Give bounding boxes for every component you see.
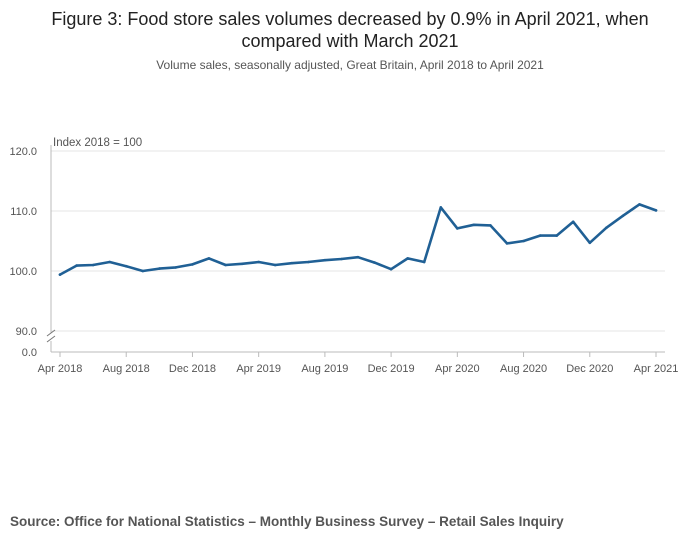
- x-tick-label: Dec 2018: [169, 363, 216, 375]
- data-point: [307, 260, 310, 264]
- data-point: [340, 257, 343, 261]
- x-tick-label: Dec 2019: [368, 363, 415, 375]
- data-point: [174, 266, 178, 269]
- data-point: [323, 258, 327, 262]
- data-point: [638, 203, 641, 206]
- data-point: [273, 263, 277, 267]
- chart-title: Figure 3: Food store sales volumes decre…: [0, 8, 700, 52]
- chart-title-line-1: Figure 3: Food store sales volumes decre…: [51, 9, 649, 29]
- data-point: [571, 220, 575, 224]
- data-point: [257, 260, 260, 264]
- x-tick-label: Aug 2018: [103, 363, 150, 375]
- data-point: [605, 226, 608, 230]
- data-point: [389, 267, 393, 271]
- data-point: [555, 234, 558, 237]
- data-point: [456, 227, 459, 230]
- data-point: [588, 241, 592, 245]
- data-point: [75, 264, 78, 267]
- data-point: [240, 262, 244, 266]
- data-point: [141, 269, 145, 273]
- data-point: [356, 255, 360, 259]
- chart-subtitle: Volume sales, seasonally adjusted, Great…: [156, 58, 544, 72]
- data-point: [538, 234, 542, 237]
- x-tick-label: Apr 2019: [236, 363, 281, 375]
- data-point: [158, 267, 161, 270]
- source-note: Source: Office for National Statistics –…: [10, 514, 564, 529]
- data-point: [91, 263, 95, 267]
- y-tick-label: 110.0: [10, 206, 37, 218]
- y-tick-label: 100.0: [9, 266, 37, 278]
- data-point: [207, 257, 211, 260]
- data-point: [522, 239, 525, 243]
- data-point: [290, 261, 294, 265]
- x-tick-label: Apr 2018: [38, 363, 83, 375]
- x-tick-label: Apr 2020: [435, 363, 480, 375]
- series-line-food-store-sales: [58, 203, 658, 276]
- data-point: [124, 264, 128, 268]
- axis-break-mark: [46, 335, 56, 343]
- y-axis-label: Index 2018 = 100: [53, 137, 142, 149]
- x-tick-label: Aug 2020: [500, 363, 547, 375]
- y-tick-label: 90.0: [16, 326, 37, 338]
- data-point: [621, 214, 625, 218]
- data-point: [406, 257, 409, 260]
- data-point: [654, 209, 658, 212]
- data-point: [472, 223, 476, 227]
- x-tick-label: Aug 2019: [301, 363, 348, 375]
- data-point: [489, 224, 492, 227]
- data-point: [439, 206, 443, 209]
- x-tick-label: Apr 2021: [634, 363, 679, 375]
- data-point: [505, 242, 509, 245]
- x-tick-label: Dec 2020: [566, 363, 613, 375]
- data-point: [422, 260, 426, 264]
- chart-title-line-2: compared with March 2021: [241, 31, 459, 51]
- data-point: [373, 261, 376, 264]
- data-point: [58, 273, 62, 276]
- y-tick-label: 120.0: [9, 146, 37, 158]
- data-point: [224, 263, 227, 267]
- data-point: [108, 260, 111, 264]
- data-point: [191, 263, 194, 266]
- y-tick-label: 0.0: [22, 347, 37, 359]
- axis-break-mark: [46, 329, 56, 337]
